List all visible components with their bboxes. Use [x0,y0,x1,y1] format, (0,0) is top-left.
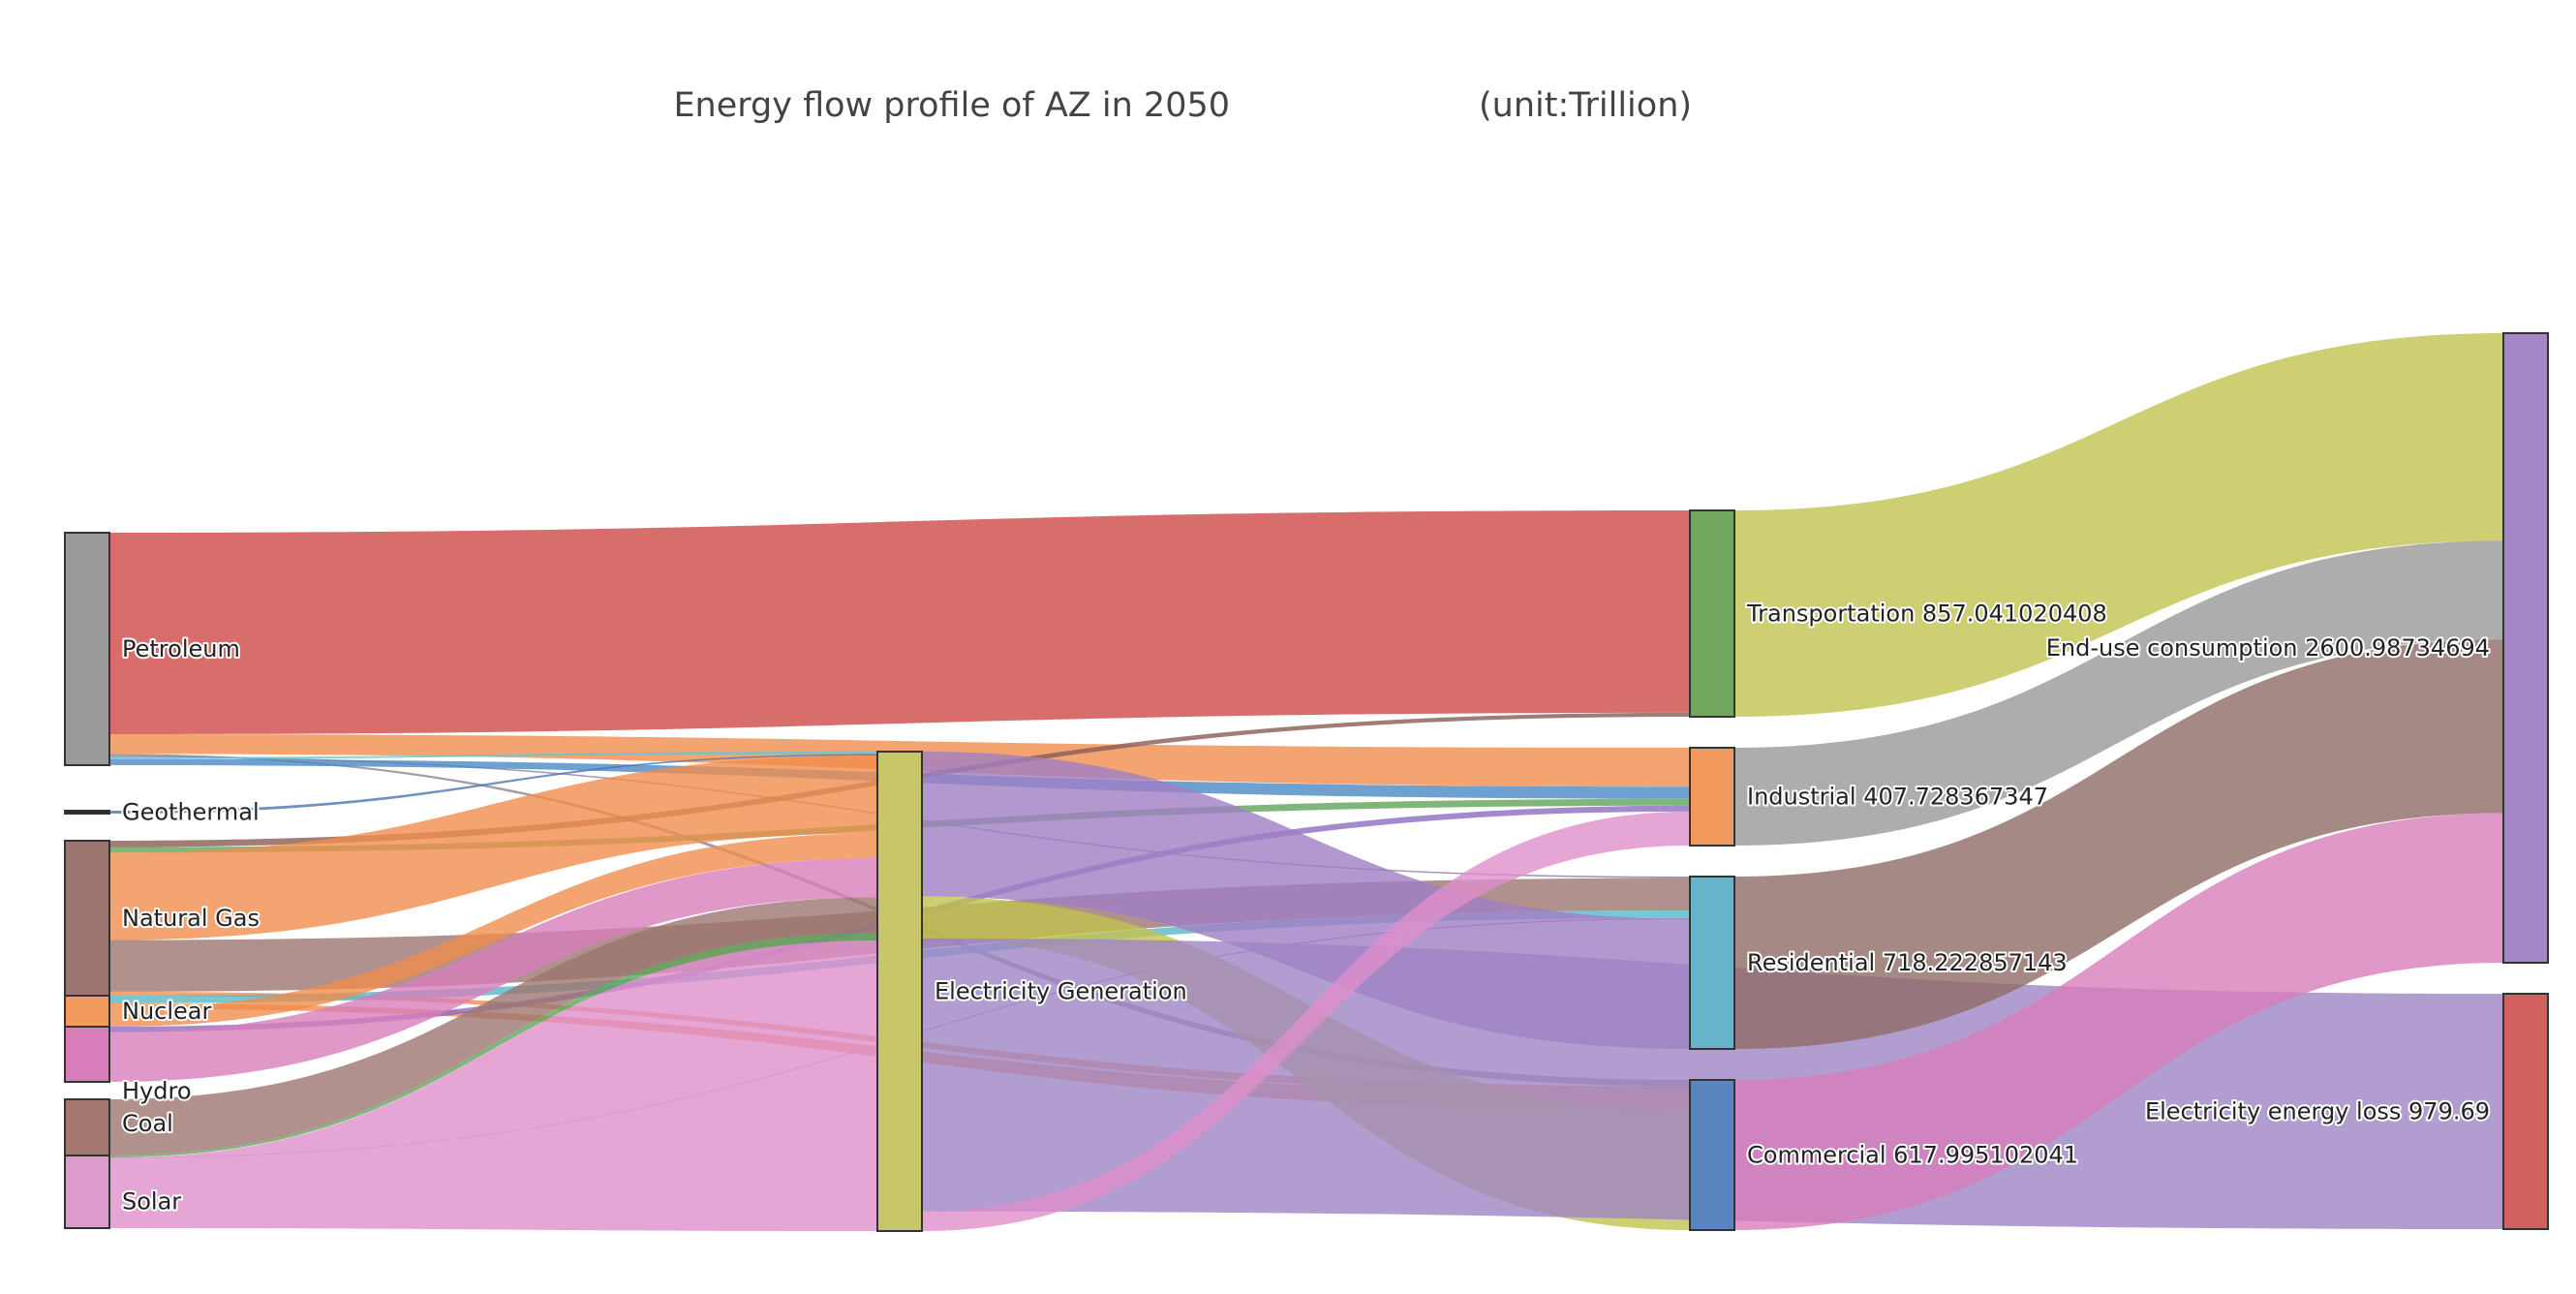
node-label-geothermal: Geothermal [122,799,260,826]
link-geothermal-to-electricity_generation[interactable] [109,754,877,814]
link-petroleum-to-transportation[interactable] [109,510,1690,735]
node-residential[interactable] [1689,876,1735,1050]
node-coal[interactable] [64,1098,110,1156]
node-electricity_generation[interactable] [876,751,923,1232]
link-residential-to-end_use[interactable] [1734,639,2503,1049]
link-natural_gas-to-electricity_generation[interactable] [109,755,877,940]
link-industrial-to-end_use[interactable] [1734,540,2503,846]
node-solar[interactable] [64,1155,110,1229]
node-label-nuclear: Nuclear [122,998,212,1025]
node-label-commercial: Commercial 617.995102041 [1747,1142,2078,1169]
node-hydro[interactable] [64,1026,110,1083]
node-label-end_use: End-use consumption 2600.98734694 [2046,634,2490,662]
nodes-layer [64,332,2549,1232]
node-elec_loss[interactable] [2502,993,2549,1230]
link-hydro-to-electricity_generation[interactable] [109,858,877,1082]
chart-title: Energy flow profile of AZ in 2050 [673,86,1230,125]
link-solar-to-electricity_generation[interactable] [109,940,877,1231]
chart-unit-label: (unit:Trillion) [1479,86,1692,125]
node-label-natural_gas: Natural Gas [122,905,260,932]
node-industrial[interactable] [1689,747,1735,847]
node-label-coal: Coal [122,1110,173,1137]
node-label-hydro: Hydro [122,1078,192,1105]
link-electricity_generation-to-industrial[interactable] [922,811,1690,1231]
node-label-electricity_generation: Electricity Generation [935,978,1187,1005]
link-petroleum-to-electricity_generation[interactable] [109,752,877,759]
node-transportation[interactable] [1689,509,1735,718]
node-end_use[interactable] [2502,332,2549,964]
node-label-petroleum: Petroleum [122,635,240,662]
node-natural_gas[interactable] [64,840,110,997]
node-label-residential: Residential 718.222857143 [1747,949,2068,976]
node-commercial[interactable] [1689,1079,1735,1231]
link-transportation-to-end_use[interactable] [1734,333,2503,717]
node-label-elec_loss: Electricity energy loss 979.69 [2145,1098,2490,1125]
link-nuclear-to-electricity_generation[interactable] [109,833,877,1027]
node-nuclear[interactable] [64,995,110,1028]
labels-layer: Petroleum Geothermal Natural Gas Nuclear Hyd… [120,599,2492,1217]
link-commercial-to-end_use[interactable] [1734,813,2503,1230]
node-geothermal[interactable] [64,810,110,815]
link-coal-to-electricity_generation[interactable] [109,897,877,1155]
node-label-industrial: Industrial 407.728367347 [1747,784,2048,811]
node-label-transportation: Transportation 857.041020408 [1746,601,2107,628]
link-solar-to-electricity_generation[interactable] [109,932,877,1157]
node-label-solar: Solar [122,1188,181,1216]
node-petroleum[interactable] [64,532,110,766]
